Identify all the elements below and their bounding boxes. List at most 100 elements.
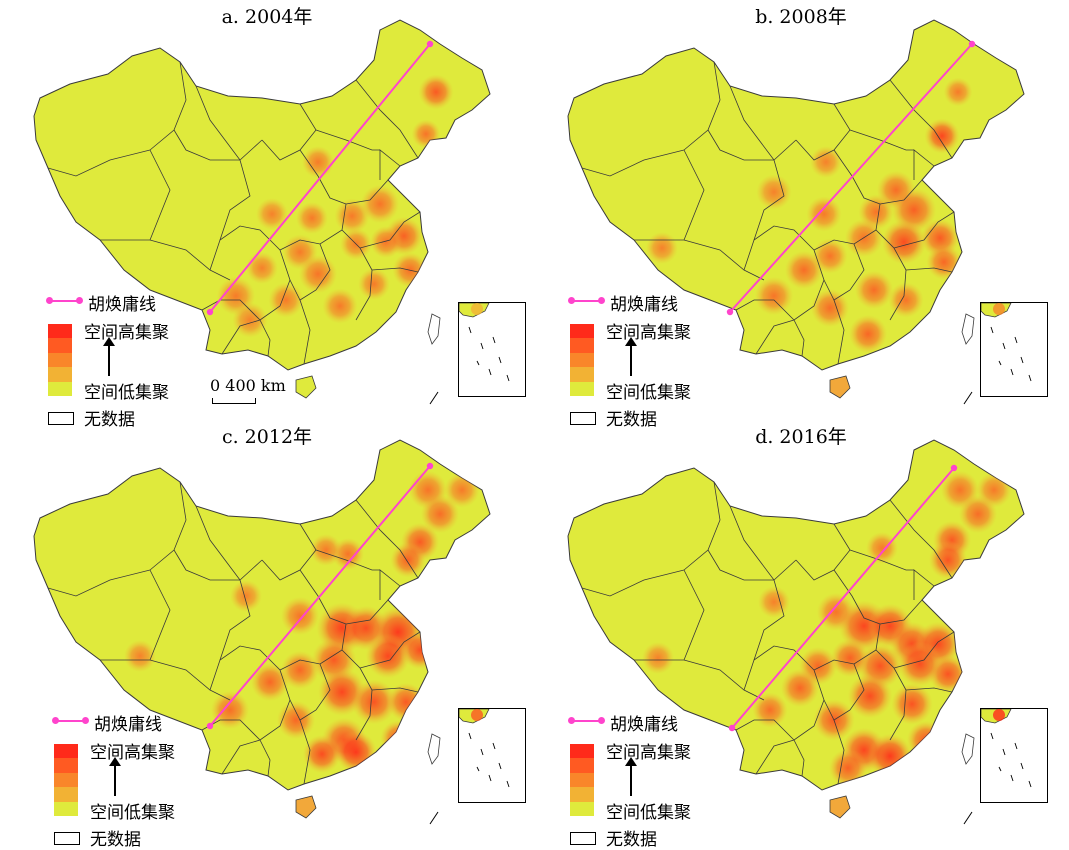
ramp-step-3 [570,352,594,368]
china-map [33,439,491,825]
map-legend: 胡焕庸线 空间高集聚 空间低集聚 无数据 [568,708,768,850]
inset-island-mark [1014,742,1018,750]
province-border [743,225,815,271]
inset-island-mark [468,732,472,740]
province-border [359,631,421,669]
color-ramp [48,324,72,396]
hotspot [958,494,998,534]
inset-island-mark [990,732,994,740]
arrow-shaft [108,342,110,376]
arrow-shaft [630,342,632,376]
inset-island-mark [492,336,496,344]
hotspot [806,196,842,232]
province-border [683,659,765,701]
province-border [729,85,775,161]
province-border [683,569,705,661]
inset-map [459,709,510,788]
arrow-shaft [630,762,632,796]
arrow-shaft [114,762,116,796]
hotspot [881,219,927,265]
china-map [567,439,1025,825]
hotspot [302,146,334,178]
hotspot [420,494,460,534]
inset-island-mark [998,360,1002,366]
province-border [581,149,685,177]
province-border [355,79,419,159]
taiwan-no-data [961,733,975,765]
province-border [893,211,955,249]
province-border [683,239,765,281]
inset-hotspot [471,709,483,721]
inset-island-mark [506,780,510,788]
sea-mark [963,811,973,825]
province-border [735,299,795,321]
inset-map [981,303,1032,382]
inset-island-mark [1028,780,1032,788]
hotspot [335,731,377,773]
ramp-step-1 [570,324,594,339]
map-legend: 胡焕庸线 空间高集聚 空间低集聚 无数据 [568,288,768,430]
map-panel-b: b. 2008年 胡焕庸线 空间高集聚 空间低集聚 无数据 [534,0,1068,430]
province-border [219,579,251,661]
hu-line [209,465,431,727]
inset-map [459,303,510,382]
high-cluster-label: 空间高集聚 [606,323,691,343]
province-border [833,149,881,205]
map-panel-c: c. 2012年 胡焕庸线 空间高集聚 空间低集聚 无数据 [0,420,534,850]
taiwan-no-data [961,313,975,345]
arrow-up-icon [625,337,637,346]
sea-mark [963,391,973,405]
province-border [289,663,331,721]
low-cluster-label: 空间低集聚 [606,383,691,403]
hu-line-dot-icon [76,297,83,304]
hotspot [280,596,320,636]
hu-line [729,43,973,313]
province-border [879,179,923,205]
province-border [833,299,845,365]
province-border [173,549,263,581]
south-china-sea-inset [980,302,1048,397]
hotspot [232,302,268,338]
hu-line-endpoint [968,40,976,48]
province-border [849,549,914,571]
province-border [149,61,187,151]
hu-line-dot-icon [46,297,53,304]
inset-island-mark [990,326,994,334]
china-map [567,19,1025,405]
ramp-step-1 [570,744,594,759]
hotspot [891,683,933,725]
no-data-swatch [48,412,74,425]
inset-island-mark [1002,342,1006,350]
hu-line-swatch [48,300,80,302]
china-map [33,19,491,405]
province-border [793,739,805,777]
ramp-step-2 [54,758,78,773]
map-panel-d: d. 2016年 胡焕庸线 空间高集聚 空间低集聚 无数据 [534,420,1068,850]
map-legend: 胡焕庸线 空间高集聚 空间低集聚 无数据 [46,288,246,430]
panel-title: a. 2004年 [221,6,313,28]
hotspot [828,748,868,788]
hotspot [847,673,893,719]
province-border [315,129,380,151]
map-legend: 胡焕庸线 空间高集聚 空间低集聚 无数据 [52,708,252,850]
hotspot [780,668,820,708]
province-borders [47,61,421,365]
high-cluster-label: 空间高集聚 [84,323,169,343]
hotspot [411,119,441,149]
province-borders [581,61,955,365]
no-data-label: 无数据 [90,830,141,850]
hotspot [754,276,794,316]
hotspot-layer [642,470,1012,790]
province-border [149,239,231,281]
province-border [889,79,953,159]
inset-island-mark [1010,774,1014,782]
hu-line-swatch [570,720,602,722]
province-border [905,687,953,693]
ramp-step-3 [54,772,78,788]
ramp-step-2 [48,338,72,353]
inset-map [981,709,1032,788]
province-border [371,267,419,273]
ramp-step-4 [570,367,594,382]
province-border [683,149,705,241]
